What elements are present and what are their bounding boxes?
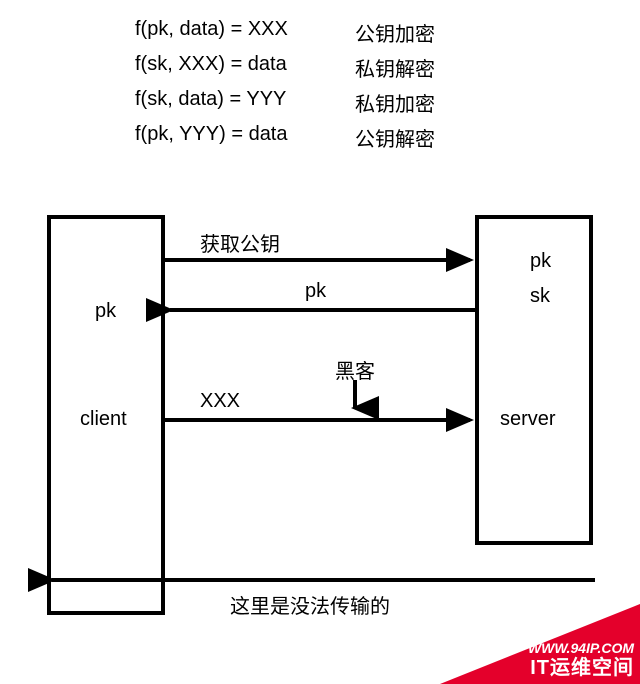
watermark-brand: IT运维空间: [530, 651, 634, 680]
formula-desc: 公钥解密: [355, 123, 435, 152]
formula-expr: f(sk, XXX) = data: [135, 53, 355, 82]
formula-row: f(pk, data) = XXX 公钥加密: [135, 18, 435, 47]
formula-row: f(pk, YYY) = data 公钥解密: [135, 123, 435, 152]
formula-expr: f(sk, data) = YYY: [135, 88, 355, 117]
formula-row: f(sk, data) = YYY 私钥加密: [135, 88, 435, 117]
formula-desc: 私钥加密: [355, 88, 435, 117]
formula-expr: f(pk, YYY) = data: [135, 123, 355, 152]
formula-row: f(sk, XXX) = data 私钥解密: [135, 53, 435, 82]
formula-desc: 私钥解密: [355, 53, 435, 82]
formula-list: f(pk, data) = XXX 公钥加密 f(sk, XXX) = data…: [135, 18, 435, 158]
formula-desc: 公钥加密: [355, 18, 435, 47]
formula-expr: f(pk, data) = XXX: [135, 18, 355, 47]
